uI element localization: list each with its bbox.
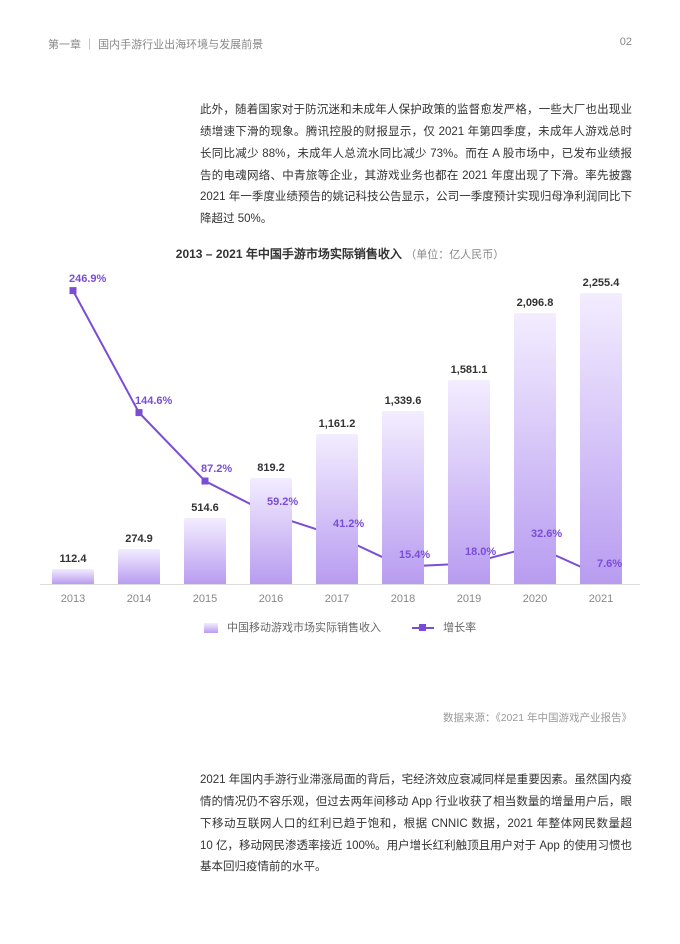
x-axis-label: 2017	[304, 593, 370, 605]
paragraph-2: 2021 年国内手游行业滞涨局面的背后，宅经济效应衰减同样是重要因素。虽然国内疫…	[200, 770, 632, 879]
x-axis-label: 2018	[370, 593, 436, 605]
x-axis-label: 2013	[40, 593, 106, 605]
growth-label: 144.6%	[135, 395, 172, 407]
growth-label: 59.2%	[267, 496, 298, 508]
growth-label: 18.0%	[465, 546, 496, 558]
bar-value-label: 274.9	[106, 533, 172, 545]
x-axis-label: 2020	[502, 593, 568, 605]
x-axis-label: 2021	[568, 593, 634, 605]
x-axis-label: 2016	[238, 593, 304, 605]
legend-line-label: 增长率	[443, 622, 476, 634]
page-header: 第一章 ｜ 国内手游行业出海环境与发展前景 02	[48, 36, 632, 52]
growth-label: 87.2%	[201, 463, 232, 475]
bar-value-label: 1,339.6	[370, 395, 436, 407]
bar	[250, 478, 292, 584]
legend-bar-label: 中国移动游戏市场实际销售收入	[227, 622, 381, 634]
chart-title-unit: （单位：亿人民币）	[405, 249, 504, 261]
bar-value-label: 2,255.4	[568, 277, 634, 289]
paragraph-1: 此外，随着国家对于防沉迷和未成年人保护政策的监督愈发严格，一些大厂也出现业绩增速…	[200, 100, 632, 231]
x-axis-label: 2014	[106, 593, 172, 605]
bar	[580, 293, 622, 584]
chart-title-main: 2013 – 2021 年中国手游市场实际销售收入	[176, 247, 402, 261]
bar-value-label: 819.2	[238, 462, 304, 474]
chart-title: 2013 – 2021 年中国手游市场实际销售收入 （单位：亿人民币）	[0, 245, 680, 262]
bar-value-label: 514.6	[172, 502, 238, 514]
bar	[52, 569, 94, 584]
chart-legend: 中国移动游戏市场实际销售收入 增长率	[40, 619, 640, 635]
bar-value-label: 2,096.8	[502, 297, 568, 309]
x-axis-label: 2015	[172, 593, 238, 605]
growth-label: 32.6%	[531, 528, 562, 540]
growth-label: 246.9%	[69, 273, 106, 285]
bar-value-label: 1,161.2	[304, 418, 370, 430]
x-axis-label: 2019	[436, 593, 502, 605]
legend-line-swatch	[412, 623, 434, 633]
bar	[118, 549, 160, 585]
chart-source: 数据来源：《2021 年中国游戏产业报告》	[443, 710, 632, 725]
page-number: 02	[620, 36, 632, 52]
bar	[184, 518, 226, 584]
revenue-chart: 112.4 246.9% 274.9 144.6% 514.6 87.2% 819.2 59.…	[40, 275, 640, 635]
growth-label: 41.2%	[333, 518, 364, 530]
chapter-label: 第一章 ｜ 国内手游行业出海环境与发展前景	[48, 36, 263, 52]
bar	[316, 434, 358, 584]
growth-label: 7.6%	[597, 558, 622, 570]
legend-bar-swatch	[204, 623, 218, 633]
bar-value-label: 1,581.1	[436, 364, 502, 376]
growth-label: 15.4%	[399, 549, 430, 561]
bar	[514, 313, 556, 584]
bar-value-label: 112.4	[40, 553, 106, 565]
chart-plot-area: 112.4 246.9% 274.9 144.6% 514.6 87.2% 819.2 59.…	[40, 275, 640, 585]
